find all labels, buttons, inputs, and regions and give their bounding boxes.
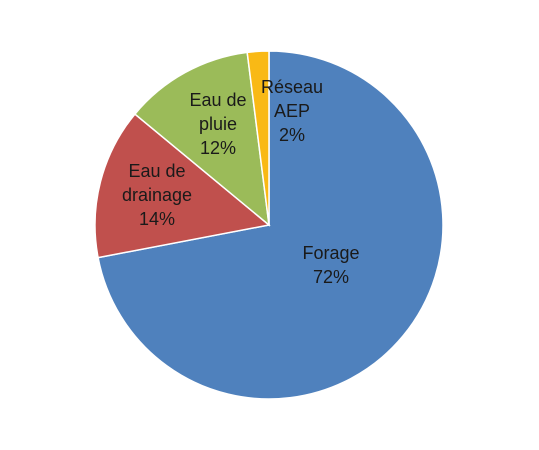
category-label: Réseau AEP [260,77,324,121]
value-label: 2% [278,125,305,145]
pie-slice [133,51,270,227]
value-label: 72% [312,267,350,287]
value-label: 12% [199,138,237,158]
pie-slice [97,50,444,400]
pie-slice [94,113,271,259]
pie-slice [246,50,270,226]
data-label: Eau de drainage 14% [116,159,198,231]
data-label: Forage 72% [271,241,391,289]
category-label: Eau de drainage [121,161,193,205]
data-label: Réseau AEP 2% [253,75,331,147]
value-label: 14% [138,209,176,229]
data-label: Eau de pluie 12% [183,88,253,160]
category-label: Forage [302,243,360,263]
category-label: Eau de pluie [189,90,247,134]
